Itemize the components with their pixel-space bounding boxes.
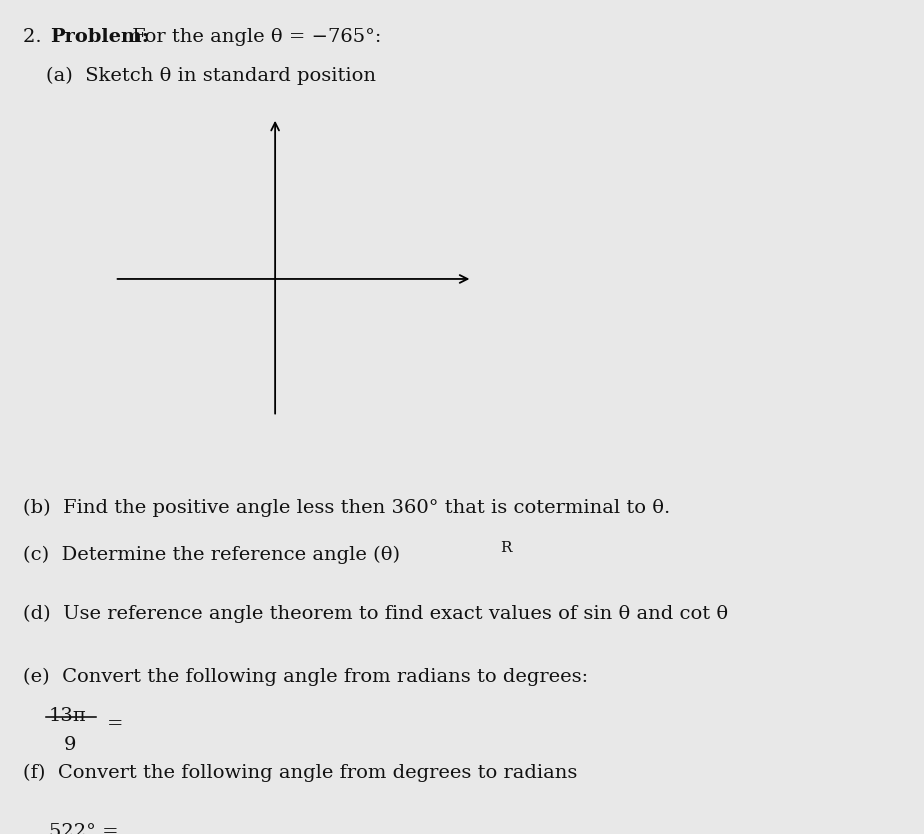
Text: Problem:: Problem: — [51, 28, 150, 46]
Text: (f)  Convert the following angle from degrees to radians: (f) Convert the following angle from deg… — [23, 764, 578, 782]
Text: (b)  Find the positive angle less then 360° that is coterminal to θ.: (b) Find the positive angle less then 36… — [23, 499, 670, 517]
Text: (c)  Determine the reference angle (θ): (c) Determine the reference angle (θ) — [23, 546, 400, 565]
Text: (e)  Convert the following angle from radians to degrees:: (e) Convert the following angle from rad… — [23, 668, 588, 686]
Text: 13π: 13π — [49, 707, 86, 726]
Text: (a)  Sketch θ in standard position: (a) Sketch θ in standard position — [46, 67, 376, 85]
Text: 9: 9 — [63, 736, 76, 754]
Text: For the angle θ = −765°:: For the angle θ = −765°: — [126, 28, 381, 46]
Text: (d)  Use reference angle theorem to find exact values of sin θ and cot θ: (d) Use reference angle theorem to find … — [23, 605, 728, 623]
Text: 522° =: 522° = — [49, 823, 118, 834]
Text: 2.: 2. — [23, 28, 52, 46]
Text: =: = — [107, 715, 124, 733]
Text: R: R — [500, 541, 511, 555]
